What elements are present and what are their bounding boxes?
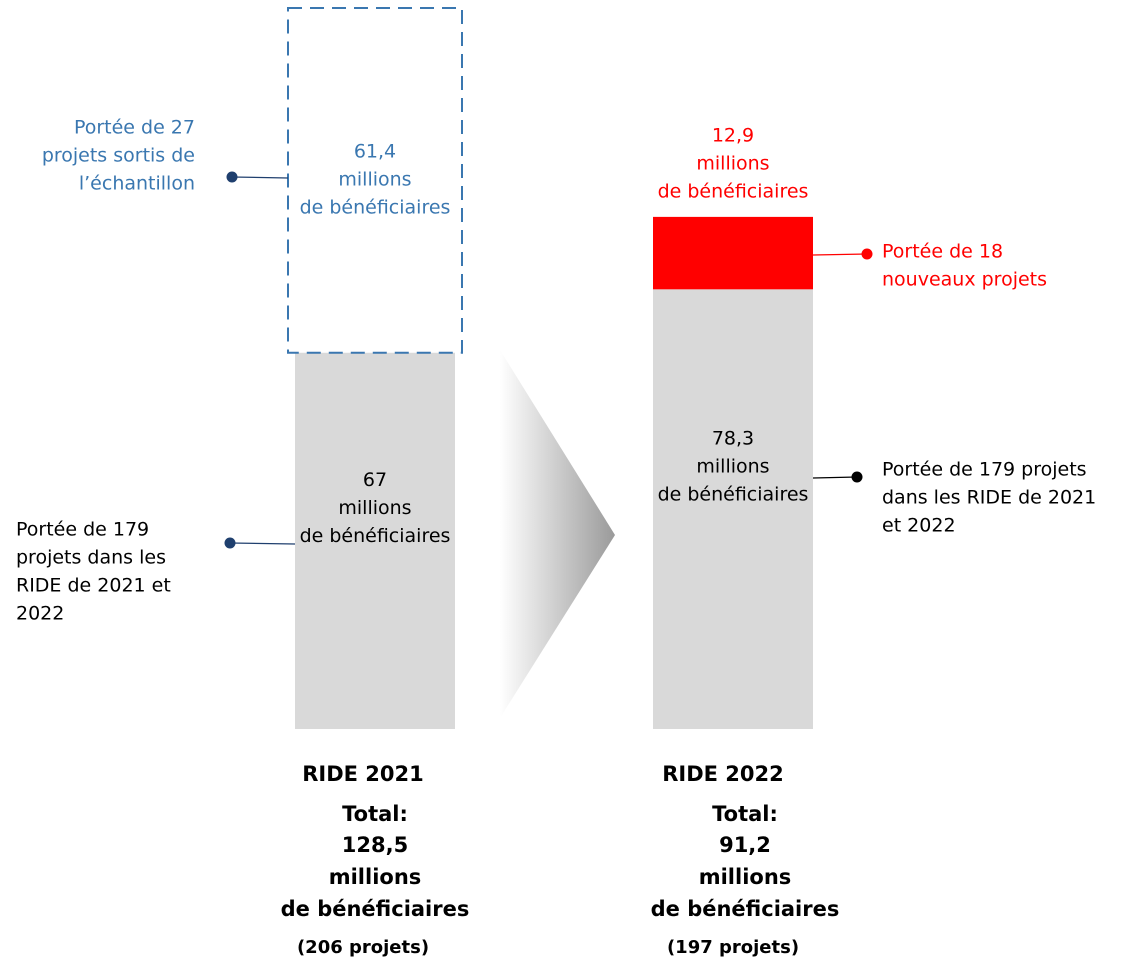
value-label: 61,4 bbox=[354, 141, 396, 163]
leader-dot bbox=[861, 248, 873, 260]
bar-segment bbox=[295, 352, 455, 729]
annotation: Portée de 27 bbox=[74, 117, 195, 139]
projects-label: (206 projets) bbox=[297, 937, 429, 958]
value-label: 78,3 bbox=[712, 427, 754, 449]
leader-line bbox=[812, 476, 858, 479]
annotation: Portée de 179 bbox=[16, 519, 149, 541]
value-unit: millions bbox=[696, 455, 769, 477]
leader-line bbox=[231, 176, 289, 179]
category-label: RIDE 2022 bbox=[662, 762, 784, 786]
annotation: l’échantillon bbox=[79, 173, 195, 195]
total-value: 128,5 bbox=[342, 833, 408, 857]
bar-segment bbox=[653, 289, 813, 729]
value-unit: de bénéficiaires bbox=[658, 483, 809, 505]
leader-line bbox=[229, 542, 296, 545]
leader-line bbox=[812, 253, 868, 256]
value-label: 12,9 bbox=[712, 124, 754, 146]
leader-dot bbox=[226, 171, 238, 183]
value-unit: millions bbox=[338, 497, 411, 519]
value-unit: de bénéficiaires bbox=[300, 197, 451, 219]
annotation: Portée de 18 bbox=[882, 241, 1003, 263]
annotation: RIDE de 2021 et bbox=[16, 575, 171, 597]
annotation: et 2022 bbox=[882, 515, 956, 537]
annotation: 2022 bbox=[16, 603, 64, 625]
value-unit: millions bbox=[696, 152, 769, 174]
total-unit: millions bbox=[329, 865, 422, 889]
bar-segment bbox=[653, 216, 813, 290]
value-label: 67 bbox=[363, 469, 387, 491]
leader-dot bbox=[851, 471, 863, 483]
annotation: Portée de 179 projets bbox=[882, 459, 1087, 481]
annotation: projets dans les bbox=[16, 547, 166, 569]
total-label: Total: bbox=[342, 802, 408, 826]
total-unit: de bénéficiaires bbox=[281, 897, 470, 921]
annotation: nouveaux projets bbox=[882, 269, 1047, 291]
annotation: projets sortis de bbox=[42, 145, 195, 167]
total-label: Total: bbox=[712, 802, 778, 826]
value-unit: millions bbox=[338, 169, 411, 191]
leader-dot bbox=[224, 537, 236, 549]
projects-label: (197 projets) bbox=[667, 937, 799, 958]
total-unit: millions bbox=[699, 865, 792, 889]
value-unit: de bénéficiaires bbox=[658, 180, 809, 202]
total-value: 91,2 bbox=[719, 833, 771, 857]
total-unit: de bénéficiaires bbox=[651, 897, 840, 921]
value-unit: de bénéficiaires bbox=[300, 525, 451, 547]
bar-segment bbox=[287, 7, 463, 354]
category-label: RIDE 2021 bbox=[302, 762, 424, 786]
arrow bbox=[500, 350, 615, 718]
annotation: dans les RIDE de 2021 bbox=[882, 487, 1096, 509]
